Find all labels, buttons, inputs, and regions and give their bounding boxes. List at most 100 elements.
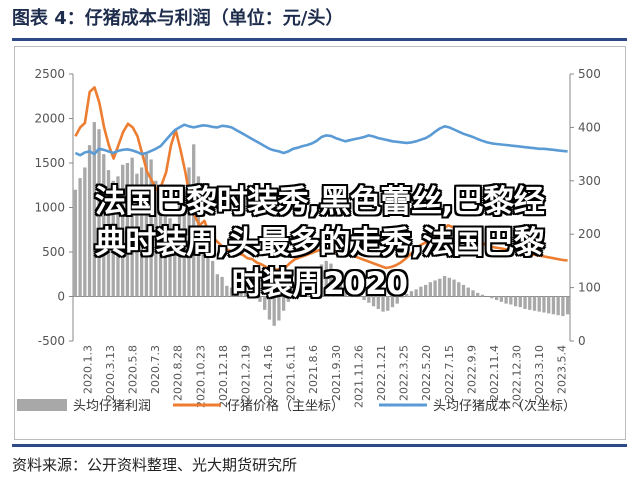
x-tick-label: 2020.7.3 [149, 345, 162, 394]
y-left-tick-label: 2500 [34, 67, 65, 81]
profit-bar [215, 274, 220, 297]
x-tick-label: 2020.3.13 [104, 345, 117, 401]
profit-bar [409, 291, 414, 297]
profit-bar [466, 287, 470, 297]
y-left-tick-label: 1500 [34, 156, 65, 170]
profit-bar [168, 218, 172, 297]
profit-bar [376, 296, 380, 309]
profit-bar [461, 284, 466, 297]
y-left-tick-label: 2000 [34, 112, 65, 126]
x-tick-label: 2021.4.16 [262, 345, 275, 401]
profit-bar [182, 191, 186, 297]
profit-bar [300, 282, 305, 297]
profit-bar [158, 200, 163, 297]
x-tick-label: 2021.2.19 [239, 345, 252, 401]
profit-bar [513, 296, 518, 307]
profit-bar [106, 170, 111, 297]
profit-bar [329, 263, 333, 297]
profit-bar [206, 254, 210, 297]
profit-bar [442, 276, 447, 297]
profit-bar [405, 293, 409, 297]
profit-bar [362, 296, 366, 301]
x-tick-label: 2022.12.30 [511, 345, 524, 408]
profit-bar [116, 176, 120, 297]
y-right-tick-label: 100 [578, 281, 601, 295]
profit-bar [528, 296, 532, 310]
x-tick-label: 2020.8.28 [172, 345, 185, 401]
profit-bar [480, 294, 485, 297]
profit-bar [518, 296, 522, 308]
source-note: 资料来源：公开资料整理、光大期货研究所 [12, 456, 298, 474]
y-right-tick-label: 300 [578, 174, 601, 188]
profit-bar [220, 276, 224, 297]
profit-bar [286, 296, 291, 302]
profit-bar [163, 216, 167, 297]
profit-bar [272, 296, 276, 326]
price-line [74, 86, 568, 272]
x-tick-label: 2022.3.25 [398, 345, 411, 401]
legend-label-price: 仔猪价格（主坐标） [227, 398, 344, 414]
y-right-tick-label: 200 [578, 227, 601, 241]
chart-frame: -500 0 500 1000 1500 2000 2500 0 100 200 300 400 500… [14, 46, 626, 440]
profit-bar [296, 288, 300, 297]
x-tick-label: 2020.10.23 [194, 345, 207, 408]
y-left-tick-label: 0 [57, 290, 65, 304]
profit-bar [532, 296, 537, 311]
profit-bar [111, 180, 115, 297]
profit-bar [73, 189, 78, 297]
profit-bar [447, 277, 451, 297]
x-tick-label: 2023.5.4 [556, 345, 569, 394]
profit-bar [78, 178, 82, 297]
title-divider [12, 38, 627, 41]
x-tick-label: 2020.5.8 [126, 345, 139, 394]
profit-bar [173, 223, 177, 297]
profit-bar [452, 279, 456, 297]
legend-label-cost: 头均仔猪成本（次坐标） [433, 398, 576, 414]
profit-bar [433, 280, 437, 297]
profit-bar [428, 282, 433, 297]
profit-bar [125, 163, 130, 297]
profit-bar [319, 264, 324, 297]
profit-bar [547, 296, 551, 314]
profit-bar [390, 296, 395, 308]
x-tick-label: 2023.3.10 [533, 345, 546, 401]
profit-bar [352, 293, 357, 297]
profit-bar [438, 278, 442, 297]
chart-title: 图表 4：仔猪成本与利润（单位：元/头） [12, 8, 344, 29]
profit-bar [130, 157, 134, 297]
profit-bar [239, 288, 243, 297]
profit-bar [97, 129, 101, 297]
legend-label-profit: 头均仔猪利润 [73, 399, 151, 414]
profit-bar [281, 296, 286, 311]
profit-bar [551, 296, 556, 315]
x-tick-label: 2022.1.21 [375, 345, 388, 401]
profit-bar [263, 296, 267, 310]
profit-bar [476, 292, 480, 297]
profit-bar [267, 296, 272, 320]
profit-bar [414, 289, 418, 297]
profit-bar [537, 296, 541, 312]
profit-bar [334, 269, 338, 297]
profit-bar [248, 291, 253, 297]
profit-bar [144, 152, 149, 297]
y-left-tick-label: 1000 [34, 201, 65, 215]
x-tick-label: 2022.5.20 [420, 345, 433, 401]
profit-bar [542, 296, 546, 313]
profit-bar [523, 296, 527, 309]
profit-bar [277, 296, 281, 321]
y-right-tick-label: 400 [578, 120, 601, 134]
profit-bar [253, 296, 257, 299]
x-tick-label: 2022.7.15 [443, 345, 456, 401]
profit-bar [471, 290, 475, 297]
profit-bar [348, 290, 352, 297]
x-tick-label: 2021.6.11 [285, 345, 298, 401]
profit-bar [561, 296, 565, 317]
profit-bar [310, 274, 314, 297]
profit-bar [229, 287, 234, 297]
footer-divider [12, 444, 627, 447]
y-left-tick-label: 500 [42, 245, 65, 259]
x-tick-label: 2022.9.9 [465, 345, 478, 394]
profit-bar [324, 260, 328, 297]
x-tick-label: 2020.12.18 [217, 345, 230, 408]
x-tick-label: 2022.11.4 [488, 345, 501, 401]
